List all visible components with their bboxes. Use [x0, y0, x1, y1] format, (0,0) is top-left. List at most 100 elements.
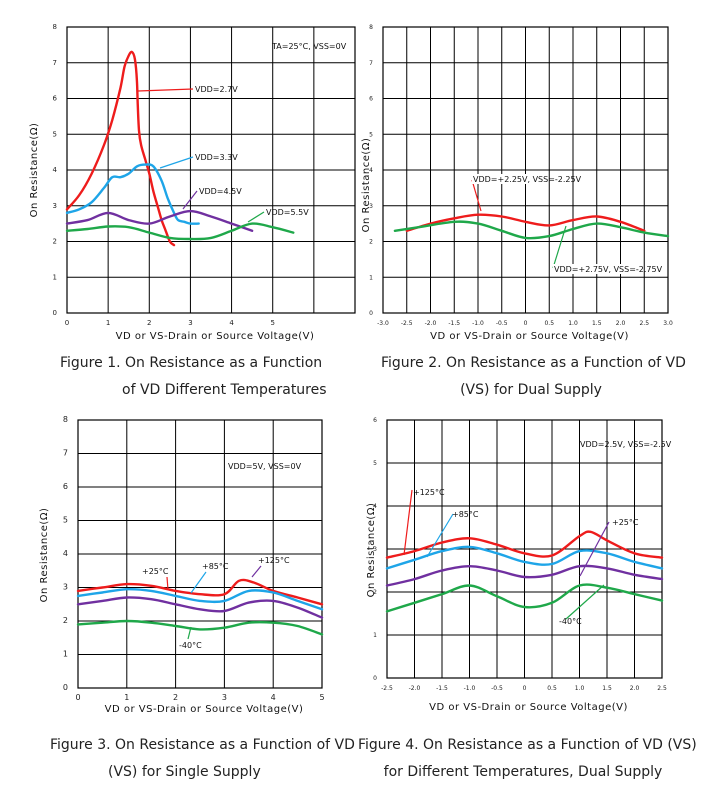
x-tick-label: 2: [147, 319, 151, 327]
plot-frame: [66, 26, 356, 314]
x-tick-label: 0.5: [544, 320, 554, 327]
x-tick-label: 0: [523, 685, 527, 692]
x-tick-label: -1.0: [464, 685, 476, 692]
annotation-label: VDD=3.3V: [195, 153, 238, 162]
annotation-leader: [166, 576, 169, 591]
x-tick-label: -2.0: [425, 320, 437, 327]
y-axis-label: On Resistance(Ω): [39, 508, 50, 603]
annotation-leader: [247, 211, 265, 223]
annotation-bg: [472, 174, 544, 184]
y-tick-label: 8: [369, 24, 373, 31]
condition-label: TA=25°C, VSS=0V: [271, 42, 347, 51]
figure-caption: Figure 1. On Resistance as a Function of …: [60, 350, 327, 404]
x-tick-label: -0.5: [496, 320, 508, 327]
y-tick-label: 2: [373, 589, 377, 596]
series-line: [76, 587, 324, 611]
series-line: [76, 596, 324, 619]
caption-line: (VS) for Single Supply: [108, 764, 261, 780]
caption-line: Figure 4. On Resistance as a Function of…: [358, 737, 697, 753]
x-tick-label: 2.5: [639, 320, 649, 327]
series-line: [76, 619, 324, 636]
y-axis-label: On Resistance(Ω): [361, 138, 372, 233]
annotation-label: VDD=4.5V: [199, 187, 242, 196]
figure-4: 0 1 2 3 4 5 6 -2.5 -2.0 -1.5 -1.0 -0.5 0 0.5 1.0 1.5 2.0…: [366, 417, 672, 713]
y-tick-label: 0: [53, 309, 57, 317]
y-tick-label: 1: [53, 273, 57, 281]
annotation-label: +125°C: [413, 488, 445, 497]
caption-line: for Different Temperatures, Dual Supply: [383, 764, 663, 780]
annotation-label: +25°C: [612, 518, 639, 527]
y-tick-label: 5: [369, 131, 373, 138]
figure-1: 0 1 2 3 4 5 6 7 8 0 1 2 3 4 5 VD or VS-Drain or Source …: [29, 23, 356, 342]
y-axis-label: On Resistance(Ω): [366, 503, 377, 598]
series-line: [65, 163, 200, 225]
annotation-leader: [187, 626, 192, 640]
y-tick-label: 0: [63, 683, 68, 692]
x-tick-label: 1.5: [592, 320, 602, 327]
x-tick-label: 1: [106, 319, 110, 327]
y-tick-label: 8: [63, 415, 68, 424]
figure-3: 0 1 2 3 4 5 6 7 8 0 1 2 3 4 5 VD or VS-Drain or Source …: [39, 415, 325, 715]
x-tick-label: 0: [75, 693, 80, 702]
y-tick-label: 6: [63, 482, 68, 491]
y-tick-label: 0: [369, 310, 373, 317]
condition-label: VDD=2.5V, VSS=-2.5V: [580, 440, 672, 449]
y-tick-label: 5: [373, 460, 377, 467]
annotation-leader: [579, 521, 610, 577]
y-tick-label: 8: [53, 23, 57, 31]
x-tick-label: 1.0: [575, 685, 585, 692]
x-tick-label: 2.0: [630, 685, 640, 692]
y-tick-label: 3: [63, 583, 68, 592]
plot-frame: [386, 419, 663, 679]
annotation-leader: [251, 565, 262, 578]
y-tick-label: 4: [63, 549, 68, 558]
annotation-label: VDD=+2.25V, VSS=-2.25V: [473, 175, 582, 184]
annotation-label: VDD=+2.75V, VSS=-2.75V: [554, 265, 663, 274]
y-tick-label: 2: [63, 616, 68, 625]
x-tick-label: 0: [65, 319, 69, 327]
annotation-label: -40°C: [559, 617, 582, 626]
annotation-leader: [471, 179, 482, 212]
series-line: [65, 222, 295, 241]
x-tick-label: 2: [173, 693, 178, 702]
x-tick-label: -3.0: [377, 320, 389, 327]
y-tick-label: 4: [53, 166, 58, 174]
annotation-label: VDD=2.7V: [195, 85, 238, 94]
y-tick-label: 2: [369, 239, 373, 246]
annotation-label: +85°C: [202, 562, 229, 571]
annotation-leader: [403, 489, 413, 556]
x-tick-label: 2.0: [616, 320, 626, 327]
figure-caption: Figure 3. On Resistance as a Function of…: [50, 732, 355, 786]
series-line: [385, 530, 664, 559]
x-tick-label: -2.5: [381, 685, 393, 692]
x-axis-label: VD or VS-Drain or Source Voltage(V): [116, 331, 315, 342]
figure-caption: Figure 2. On Resistance as a Function of…: [381, 350, 686, 404]
x-tick-label: 1: [124, 693, 129, 702]
y-tick-label: 7: [369, 60, 373, 67]
x-tick-label: -2.5: [401, 320, 413, 327]
y-tick-label: 2: [53, 238, 57, 246]
x-tick-label: 3: [222, 693, 227, 702]
x-tick-label: 2.5: [657, 685, 667, 692]
y-tick-label: 3: [369, 203, 373, 210]
x-tick-label: -1.5: [448, 320, 460, 327]
annotation-label: +85°C: [452, 510, 479, 519]
figure-2: 0 1 2 3 4 5 6 7 8 -3.0 -2.5 -2.0 -1.5 -1.0 -0.5 0 0.5 1.0…: [361, 24, 673, 342]
y-tick-label: 5: [63, 516, 68, 525]
series-line: [393, 220, 670, 240]
series-line: [405, 213, 646, 232]
y-tick-label: 4: [373, 503, 377, 510]
y-tick-label: 6: [53, 95, 58, 103]
x-tick-label: 3.0: [663, 320, 673, 327]
y-tick-label: 1: [63, 650, 68, 659]
y-tick-label: 3: [53, 202, 57, 210]
annotation-label: +25°C: [142, 567, 169, 576]
x-tick-label: -2.0: [409, 685, 421, 692]
y-tick-label: 1: [373, 632, 377, 639]
x-tick-label: 5: [270, 319, 274, 327]
x-tick-label: 1.5: [602, 685, 612, 692]
y-tick-label: 5: [53, 130, 57, 138]
caption-line: Figure 3. On Resistance as a Function of…: [50, 737, 355, 753]
caption-line: of VD Different Temperatures: [122, 382, 327, 398]
